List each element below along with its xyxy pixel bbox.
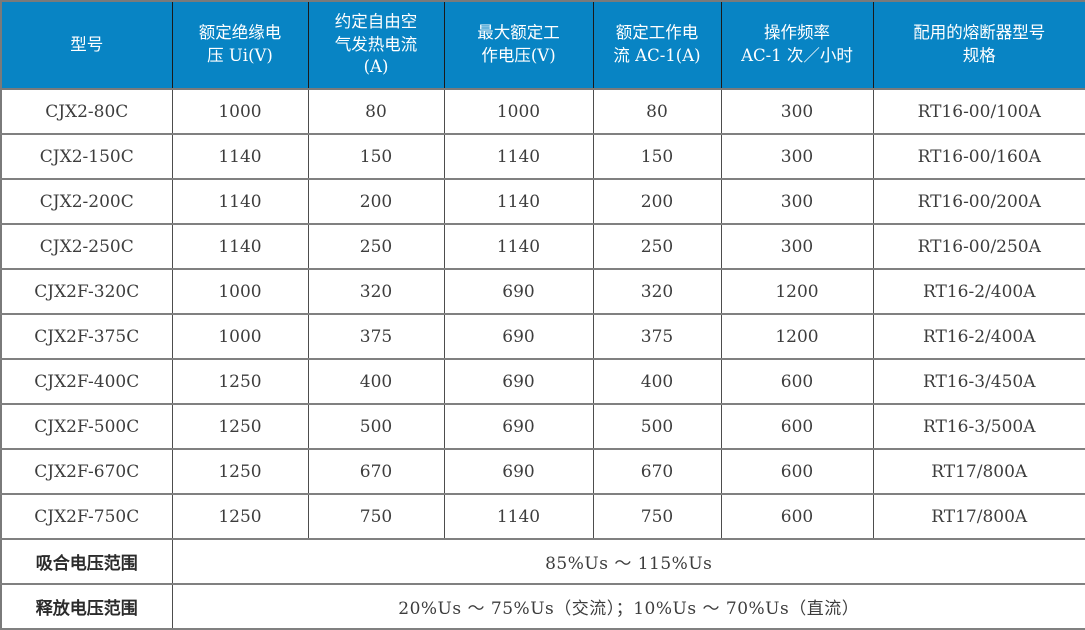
- value-cell: 1140: [171, 223, 309, 270]
- value-cell: 1250: [171, 448, 309, 495]
- table-row: CJX2-250C 1140 250 1140 250 300 RT16-00/250A: [0, 223, 1085, 270]
- value-cell: 320: [592, 268, 722, 315]
- footer-row: 释放电压范围 20%Us ～ 75%Us（交流）；10%Us ～ 70%Us（直流…: [0, 583, 1085, 630]
- model-cell: CJX2F-750C: [0, 493, 173, 540]
- value-cell: 1250: [171, 493, 309, 540]
- model-cell: CJX2-200C: [0, 178, 173, 225]
- model-cell: CJX2F-670C: [0, 448, 173, 495]
- table-row: CJX2-150C 1140 150 1140 150 300 RT16-00/160A: [0, 133, 1085, 180]
- value-cell: 1200: [720, 268, 874, 315]
- value-cell: RT16-3/450A: [872, 358, 1085, 405]
- table-row: CJX2-200C 1140 200 1140 200 300 RT16-00/200A: [0, 178, 1085, 225]
- value-cell: 1140: [443, 178, 594, 225]
- value-cell: 1000: [443, 88, 594, 135]
- value-cell: 1140: [443, 133, 594, 180]
- value-cell: 1140: [171, 178, 309, 225]
- value-cell: 80: [307, 88, 445, 135]
- value-cell: 690: [443, 268, 594, 315]
- table-header: 型号 额定绝缘电 压 Ui(V) 约定自由空 气发热电流 (A) 最大额定工 作电压(…: [0, 0, 1085, 90]
- value-cell: 750: [307, 493, 445, 540]
- table-row: CJX2F-320C 1000 320 690 320 1200 RT16-2/400A: [0, 268, 1085, 315]
- value-cell: 670: [592, 448, 722, 495]
- model-cell: CJX2F-320C: [0, 268, 173, 315]
- value-cell: 150: [592, 133, 722, 180]
- value-cell: RT16-00/250A: [872, 223, 1085, 270]
- value-cell: RT16-2/400A: [872, 313, 1085, 360]
- footer-row: 吸合电压范围 85%Us ～ 115%Us: [0, 538, 1085, 585]
- value-cell: 375: [592, 313, 722, 360]
- header-cell-4: 额定工作电 流 AC-1(A): [592, 0, 722, 90]
- value-cell: 400: [592, 358, 722, 405]
- value-cell: 600: [720, 493, 874, 540]
- table-row: CJX2F-750C 1250 750 1140 750 600 RT17/800A: [0, 493, 1085, 540]
- value-cell: 300: [720, 88, 874, 135]
- model-cell: CJX2-80C: [0, 88, 173, 135]
- value-cell: RT17/800A: [872, 493, 1085, 540]
- table-row: CJX2-80C 1000 80 1000 80 300 RT16-00/100A: [0, 88, 1085, 135]
- header-cell-5: 操作频率 AC-1 次／小时: [720, 0, 874, 90]
- value-cell: 1000: [171, 313, 309, 360]
- value-cell: RT16-2/400A: [872, 268, 1085, 315]
- value-cell: 375: [307, 313, 445, 360]
- header-row: 型号 额定绝缘电 压 Ui(V) 约定自由空 气发热电流 (A) 最大额定工 作电压(…: [0, 0, 1085, 90]
- header-cell-0: 型号: [0, 0, 173, 90]
- value-cell: 200: [592, 178, 722, 225]
- footer-value: 85%Us ～ 115%Us: [171, 538, 1085, 585]
- footer-label: 吸合电压范围: [0, 538, 173, 585]
- header-cell-3: 最大额定工 作电压(V): [443, 0, 594, 90]
- footer-value: 20%Us ～ 75%Us（交流）；10%Us ～ 70%Us（直流）: [171, 583, 1085, 630]
- value-cell: 690: [443, 358, 594, 405]
- value-cell: RT16-00/160A: [872, 133, 1085, 180]
- table-row: CJX2F-670C 1250 670 690 670 600 RT17/800A: [0, 448, 1085, 495]
- value-cell: RT16-00/200A: [872, 178, 1085, 225]
- table-row: CJX2F-375C 1000 375 690 375 1200 RT16-2/400A: [0, 313, 1085, 360]
- model-cell: CJX2F-500C: [0, 403, 173, 450]
- header-cell-6: 配用的熔断器型号 规格: [872, 0, 1085, 90]
- model-cell: CJX2F-375C: [0, 313, 173, 360]
- value-cell: 690: [443, 448, 594, 495]
- value-cell: 690: [443, 313, 594, 360]
- value-cell: 200: [307, 178, 445, 225]
- model-cell: CJX2-250C: [0, 223, 173, 270]
- value-cell: 1250: [171, 403, 309, 450]
- model-cell: CJX2F-400C: [0, 358, 173, 405]
- value-cell: 400: [307, 358, 445, 405]
- value-cell: 80: [592, 88, 722, 135]
- value-cell: 300: [720, 223, 874, 270]
- header-cell-1: 额定绝缘电 压 Ui(V): [171, 0, 309, 90]
- header-cell-2: 约定自由空 气发热电流 (A): [307, 0, 445, 90]
- value-cell: RT16-3/500A: [872, 403, 1085, 450]
- value-cell: 1140: [171, 133, 309, 180]
- table-row: CJX2F-500C 1250 500 690 500 600 RT16-3/500A: [0, 403, 1085, 450]
- footer-label: 释放电压范围: [0, 583, 173, 630]
- value-cell: RT16-00/100A: [872, 88, 1085, 135]
- value-cell: 1000: [171, 268, 309, 315]
- value-cell: 300: [720, 178, 874, 225]
- value-cell: 250: [307, 223, 445, 270]
- value-cell: 1140: [443, 223, 594, 270]
- value-cell: 500: [592, 403, 722, 450]
- value-cell: 150: [307, 133, 445, 180]
- table-body: CJX2-80C 1000 80 1000 80 300 RT16-00/100A CJX2-…: [0, 88, 1085, 540]
- value-cell: 600: [720, 448, 874, 495]
- table-row: CJX2F-400C 1250 400 690 400 600 RT16-3/450A: [0, 358, 1085, 405]
- model-cell: CJX2-150C: [0, 133, 173, 180]
- value-cell: 600: [720, 403, 874, 450]
- value-cell: 1250: [171, 358, 309, 405]
- value-cell: 1000: [171, 88, 309, 135]
- value-cell: 320: [307, 268, 445, 315]
- value-cell: 500: [307, 403, 445, 450]
- value-cell: 250: [592, 223, 722, 270]
- value-cell: 600: [720, 358, 874, 405]
- value-cell: 1140: [443, 493, 594, 540]
- value-cell: RT17/800A: [872, 448, 1085, 495]
- value-cell: 670: [307, 448, 445, 495]
- value-cell: 750: [592, 493, 722, 540]
- value-cell: 1200: [720, 313, 874, 360]
- value-cell: 690: [443, 403, 594, 450]
- value-cell: 300: [720, 133, 874, 180]
- table-footer: 吸合电压范围 85%Us ～ 115%Us 释放电压范围 20%Us ～ 75%Us（…: [0, 538, 1085, 630]
